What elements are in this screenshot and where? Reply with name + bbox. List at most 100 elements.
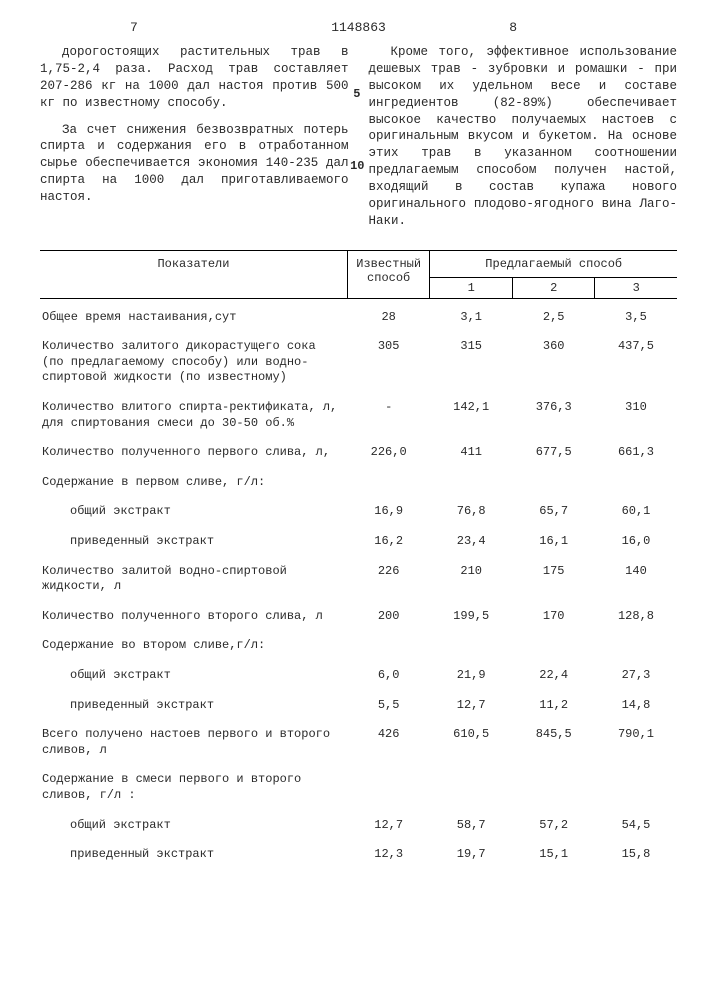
row-value: 12,3 (347, 844, 430, 866)
row-value: 170 (512, 606, 595, 628)
row-label: приведенный экстракт (40, 844, 347, 866)
row-label: общий экстракт (40, 665, 347, 687)
row-label: Количество залитого дикорастущего сока (… (40, 336, 347, 389)
th-known: Известный способ (347, 250, 430, 298)
row-value: 58,7 (430, 815, 513, 837)
row-value: 23,4 (430, 531, 513, 553)
data-table: Показатели Известный способ Предлагаемый… (40, 250, 677, 866)
row-value (430, 635, 513, 657)
row-value: 677,5 (512, 442, 595, 464)
page: 7 1148863 8 5 10 дорогостоящих раститель… (0, 0, 707, 886)
row-label: Содержание в первом сливе, г/л: (40, 472, 347, 494)
row-value: 360 (512, 336, 595, 389)
row-value: 27,3 (595, 665, 677, 687)
left-column: 5 10 дорогостоящих растительных трав в 1… (40, 44, 349, 240)
column-number-right: 8 (509, 20, 517, 35)
left-paragraph-1: дорогостоящих растительных трав в 1,75-2… (40, 44, 349, 112)
row-value: 3,5 (595, 307, 677, 329)
row-label: Количество полученного первого слива, л, (40, 442, 347, 464)
row-value: 140 (595, 561, 677, 598)
row-label: общий экстракт (40, 501, 347, 523)
row-value: 5,5 (347, 695, 430, 717)
row-value: 16,1 (512, 531, 595, 553)
row-label: Количество залитой водно-спиртовой жидко… (40, 561, 347, 598)
row-value: 21,9 (430, 665, 513, 687)
row-value: 54,5 (595, 815, 677, 837)
table-row: Количество полученного первого слива, л,… (40, 442, 677, 464)
row-label: Содержание во втором сливе,г/л: (40, 635, 347, 657)
row-label: общий экстракт (40, 815, 347, 837)
row-value (430, 769, 513, 806)
table-row: Содержание в смеси первого и второго сли… (40, 769, 677, 806)
th-proposed: Предлагаемый способ (430, 250, 677, 277)
row-value: 411 (430, 442, 513, 464)
row-value (595, 472, 677, 494)
table-row: приведенный экстракт5,512,711,214,8 (40, 695, 677, 717)
row-value: 6,0 (347, 665, 430, 687)
row-value: 175 (512, 561, 595, 598)
row-value: 16,2 (347, 531, 430, 553)
row-value: 210 (430, 561, 513, 598)
row-value: 28 (347, 307, 430, 329)
row-value: 60,1 (595, 501, 677, 523)
row-value: 12,7 (347, 815, 430, 837)
row-value: 305 (347, 336, 430, 389)
row-value: 16,9 (347, 501, 430, 523)
row-value: 226 (347, 561, 430, 598)
row-value: 2,5 (512, 307, 595, 329)
table-row: Количество залитой водно-спиртовой жидко… (40, 561, 677, 598)
row-label: Количество полученного второго слива, л (40, 606, 347, 628)
table-row: общий экстракт6,021,922,427,3 (40, 665, 677, 687)
table-row: Количество залитого дикорастущего сока (… (40, 336, 677, 389)
th-col3: 3 (595, 277, 677, 298)
row-value: 142,1 (430, 397, 513, 434)
row-label: Общее время настаивания,сут (40, 307, 347, 329)
row-value (347, 472, 430, 494)
row-value (430, 472, 513, 494)
row-value: 12,7 (430, 695, 513, 717)
right-column: Кроме того, эффективное использование де… (369, 44, 678, 240)
row-value: 14,8 (595, 695, 677, 717)
row-value: 22,4 (512, 665, 595, 687)
row-value: 76,8 (430, 501, 513, 523)
table-row: Содержание в первом сливе, г/л: (40, 472, 677, 494)
left-paragraph-2: За счет снижения безвозвратных потерь сп… (40, 122, 349, 206)
row-label: Содержание в смеси первого и второго сли… (40, 769, 347, 806)
row-value: 16,0 (595, 531, 677, 553)
row-label: приведенный экстракт (40, 531, 347, 553)
line-marker-5: 5 (353, 86, 360, 102)
row-value (347, 769, 430, 806)
table-row: Количество влитого спирта-ректификата, л… (40, 397, 677, 434)
row-value: 610,5 (430, 724, 513, 761)
row-value: 845,5 (512, 724, 595, 761)
row-value: 200 (347, 606, 430, 628)
row-value: 315 (430, 336, 513, 389)
row-value: 790,1 (595, 724, 677, 761)
row-value (512, 635, 595, 657)
row-value: 65,7 (512, 501, 595, 523)
row-value: 437,5 (595, 336, 677, 389)
row-value (512, 472, 595, 494)
row-value: 3,1 (430, 307, 513, 329)
table-row: Количество полученного второго слива, л2… (40, 606, 677, 628)
row-value (347, 635, 430, 657)
row-value: 310 (595, 397, 677, 434)
row-value (595, 769, 677, 806)
row-value (595, 635, 677, 657)
table-row: приведенный экстракт12,319,715,115,8 (40, 844, 677, 866)
two-column-text: 5 10 дорогостоящих растительных трав в 1… (40, 44, 677, 240)
th-col1: 1 (430, 277, 513, 298)
right-paragraph-1: Кроме того, эффективное использование де… (369, 44, 678, 230)
row-label: Всего получено настоев первого и второго… (40, 724, 347, 761)
row-value: 19,7 (430, 844, 513, 866)
row-label: приведенный экстракт (40, 695, 347, 717)
table-row: общий экстракт12,758,757,254,5 (40, 815, 677, 837)
page-header: 7 1148863 8 (40, 20, 677, 36)
row-value: 15,1 (512, 844, 595, 866)
row-label: Количество влитого спирта-ректификата, л… (40, 397, 347, 434)
row-value: 128,8 (595, 606, 677, 628)
row-value: 376,3 (512, 397, 595, 434)
row-value: 11,2 (512, 695, 595, 717)
row-value: - (347, 397, 430, 434)
row-value: 426 (347, 724, 430, 761)
